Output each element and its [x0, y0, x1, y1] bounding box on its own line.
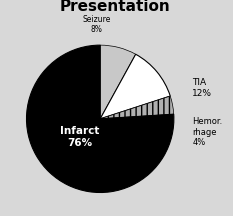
Title: Presentation: Presentation: [60, 0, 170, 14]
Text: Seizure
8%: Seizure 8%: [82, 15, 111, 34]
Text: Hemor.
rhage
4%: Hemor. rhage 4%: [192, 117, 223, 147]
Text: TIA
12%: TIA 12%: [192, 78, 212, 98]
Wedge shape: [27, 45, 174, 192]
Wedge shape: [100, 45, 136, 119]
Text: Infarct
76%: Infarct 76%: [60, 126, 99, 148]
Wedge shape: [100, 96, 174, 119]
Wedge shape: [100, 54, 170, 119]
